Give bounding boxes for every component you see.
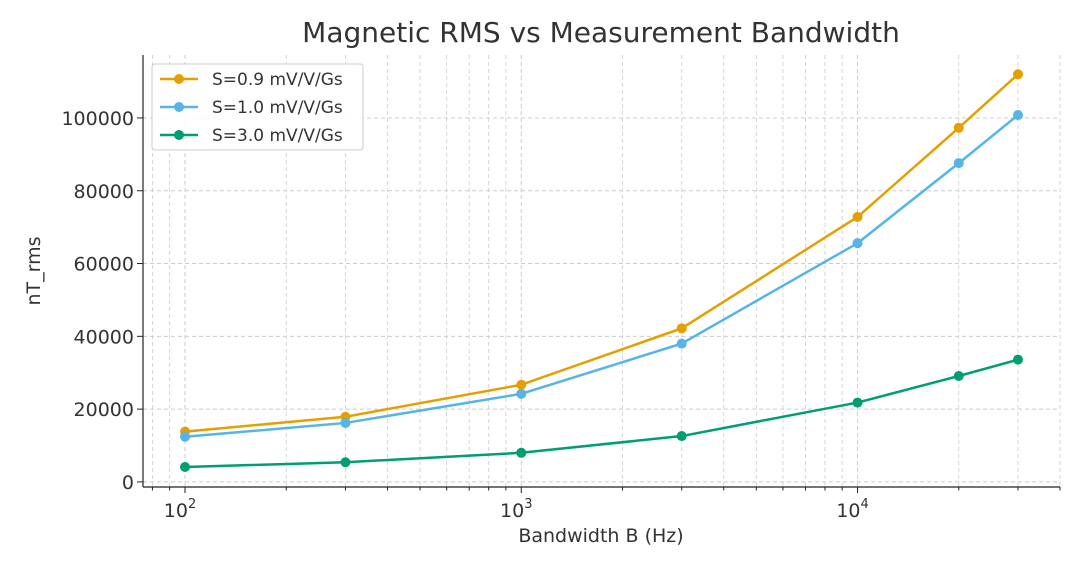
data-point [852, 238, 863, 249]
y-tick-label: 0 [122, 472, 134, 494]
y-tick-label: 100000 [61, 108, 134, 130]
grid [143, 55, 1061, 487]
data-point [1012, 69, 1023, 80]
legend-box [151, 63, 364, 151]
legend-swatch-marker [174, 130, 184, 140]
data-point [676, 431, 687, 442]
data-point [1012, 110, 1023, 121]
legend-label: S=0.9 mV/V/Gs [212, 70, 343, 90]
y-tick-label: 40000 [74, 326, 134, 348]
legend-label: S=3.0 mV/V/Gs [212, 126, 343, 146]
x-tick-label: 102 [164, 497, 196, 522]
legend: S=0.9 mV/V/Gs S=1.0 mV/V/Gs S=3.0 mV/V/Gs [151, 63, 364, 151]
legend-swatch-marker [174, 102, 184, 112]
chart-title: Magnetic RMS vs Measurement Bandwidth [302, 16, 900, 49]
data-point [953, 122, 964, 133]
x-tick-label: 104 [836, 497, 868, 522]
y-tick-label: 80000 [74, 181, 134, 203]
legend-swatch-marker [174, 74, 184, 84]
series-3 [180, 354, 1023, 472]
data-point [340, 417, 351, 428]
series-line [184, 114, 1019, 439]
data-point [340, 457, 351, 468]
axes: 0 20000 40000 60000 80000 100000 102 103 104 [61, 55, 1061, 522]
data-point [180, 461, 191, 472]
data-point [953, 158, 964, 169]
series-group [180, 69, 1023, 472]
y-axis-label: nT_rms [23, 236, 45, 305]
y-tick-label: 60000 [74, 254, 134, 276]
legend-label: S=1.0 mV/V/Gs [212, 98, 343, 118]
data-point [516, 447, 527, 458]
data-point [852, 211, 863, 222]
data-point [676, 338, 687, 349]
data-point [516, 379, 527, 390]
data-point [676, 323, 687, 334]
series-2 [180, 110, 1023, 442]
data-point [1012, 354, 1023, 365]
data-point [516, 388, 527, 399]
x-tick-label: 103 [500, 497, 532, 522]
data-point [180, 431, 191, 442]
data-point [852, 397, 863, 408]
series-line [184, 358, 1019, 469]
y-tick-label: 20000 [74, 399, 134, 421]
data-point [953, 370, 964, 381]
x-axis-label: Bandwidth B (Hz) [518, 525, 683, 547]
